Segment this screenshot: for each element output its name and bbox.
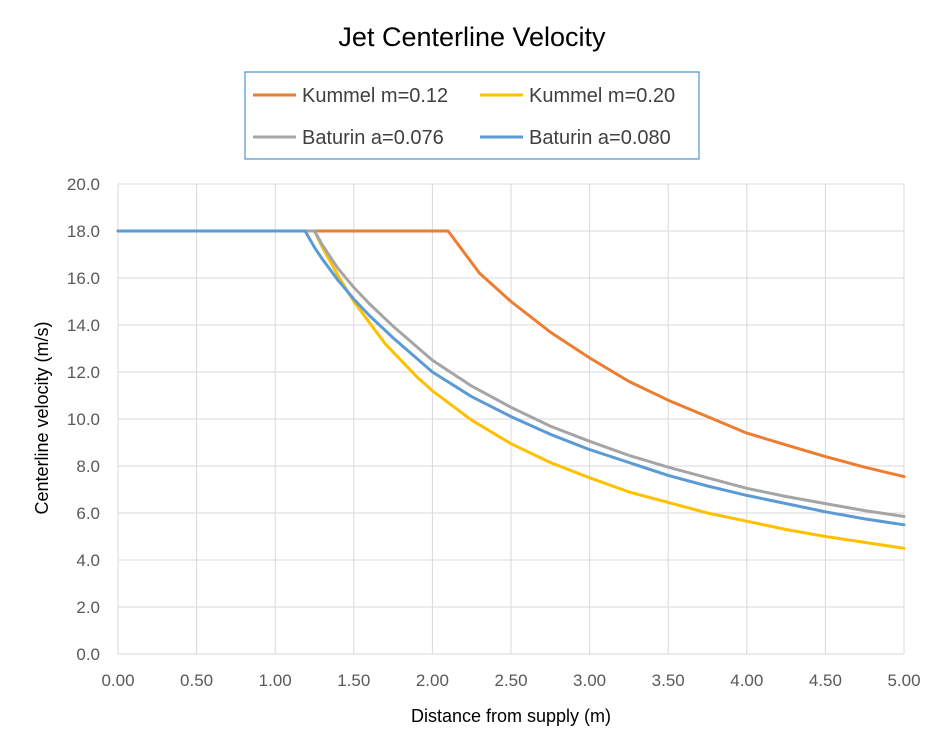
x-axis-label: Distance from supply (m) bbox=[411, 706, 611, 726]
chart-title: Jet Centerline Velocity bbox=[338, 22, 606, 52]
x-tick-label: 4.00 bbox=[730, 671, 763, 690]
y-tick-label: 0.0 bbox=[76, 645, 100, 664]
legend-label-baturin-0080: Baturin a=0.080 bbox=[529, 127, 671, 149]
x-tick-label: 1.00 bbox=[259, 671, 292, 690]
x-tick-label: 2.00 bbox=[416, 671, 449, 690]
x-tick-label: 3.50 bbox=[652, 671, 685, 690]
y-tick-label: 4.0 bbox=[76, 551, 100, 570]
y-tick-label: 12.0 bbox=[67, 363, 100, 382]
x-tick-label: 5.00 bbox=[887, 671, 920, 690]
x-tick-label: 2.50 bbox=[494, 671, 527, 690]
y-tick-label: 18.0 bbox=[67, 222, 100, 241]
series-line-kummel-m-0-12 bbox=[116, 229, 906, 479]
x-tick-label: 3.00 bbox=[573, 671, 606, 690]
legend-label-baturin-0076: Baturin a=0.076 bbox=[302, 127, 444, 149]
y-tick-label: 10.0 bbox=[67, 410, 100, 429]
gridlines bbox=[117, 183, 905, 655]
legend-box bbox=[244, 71, 700, 160]
x-tick-label: 4.50 bbox=[809, 671, 842, 690]
legend: Kummel m=0.12 Kummel m=0.20 Baturin a=0.… bbox=[244, 71, 700, 160]
y-tick-label: 8.0 bbox=[76, 457, 100, 476]
y-tick-label: 16.0 bbox=[67, 269, 100, 288]
x-tick-label: 0.50 bbox=[180, 671, 213, 690]
y-tick-label: 20.0 bbox=[67, 175, 100, 194]
legend-label-kummel-012: Kummel m=0.12 bbox=[302, 85, 448, 107]
series-lines bbox=[116, 229, 906, 550]
y-tick-label: 14.0 bbox=[67, 316, 100, 335]
y-axis-label: Centerline velocity (m/s) bbox=[32, 321, 52, 514]
y-tick-label: 2.0 bbox=[76, 598, 100, 617]
tick-labels: 0.00 0.50 1.00 1.50 2.00 2.50 3.00 3.50 4.00 4.50… bbox=[67, 175, 921, 690]
legend-label-kummel-020: Kummel m=0.20 bbox=[529, 85, 675, 107]
x-tick-label: 0.00 bbox=[101, 671, 134, 690]
y-tick-label: 6.0 bbox=[76, 504, 100, 523]
x-tick-label: 1.50 bbox=[337, 671, 370, 690]
series-line-baturin-a-0-080 bbox=[116, 229, 906, 527]
series-line-baturin-a-0-076 bbox=[116, 229, 906, 518]
